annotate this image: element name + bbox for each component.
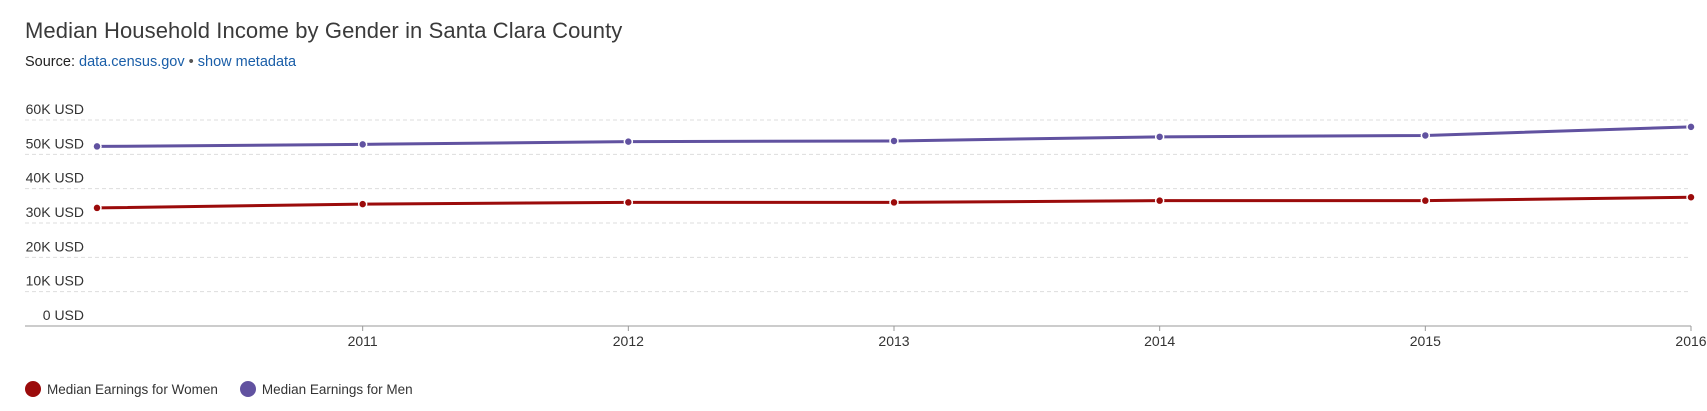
data-point-men [1154,132,1165,142]
legend-swatch-men [239,381,256,397]
data-point-women [1154,195,1165,206]
legend-label-men: Median Earnings for Men [261,381,413,397]
data-point-men [623,136,634,147]
source-label: Source: [25,54,75,70]
y-tick-label: 10K USD [26,273,84,289]
y-tick-label: 0 USD [43,307,84,323]
chart-title: Median Household Income by Gender in San… [25,18,623,43]
data-point-women [889,197,899,208]
y-tick-label: 30K USD [26,204,84,220]
data-point-men [1420,130,1431,141]
x-tick-label: 2013 [878,333,909,349]
data-point-women [1686,192,1696,202]
source-separator: • [188,54,194,70]
source-link[interactable]: data.census.gov [79,54,185,70]
x-tick-label: 2016 [1675,333,1706,349]
data-point-women [1420,195,1431,206]
chart-legend: Median Earnings for Women Median Earning… [25,381,435,397]
data-point-men [92,141,102,152]
data-point-women [92,203,102,213]
x-tick-label: 2012 [613,333,644,349]
x-tick-label: 2011 [348,333,378,349]
legend-item-women[interactable]: Median Earnings for Women [25,381,218,397]
y-tick-label: 60K USD [26,101,84,117]
data-point-women [623,197,634,208]
x-tick-label: 2014 [1144,333,1175,349]
y-tick-label: 40K USD [26,170,84,186]
legend-label-women: Median Earnings for Women [47,381,218,397]
y-tick-label: 50K USD [26,135,84,151]
data-point-women [357,199,368,209]
legend-swatch-women [25,381,41,397]
data-point-men [889,136,899,146]
y-tick-label: 20K USD [26,238,84,254]
x-tick-label: 2015 [1410,333,1441,349]
data-point-men [1686,122,1696,132]
line-chart: 60K USD 50K USD 40K USD 30K USD 20K USD 10K U… [25,101,1707,349]
data-point-men [357,139,368,150]
source-line: Source: data.census.gov • show metadata [25,54,296,70]
show-metadata-link[interactable]: show metadata [197,54,297,70]
legend-item-men[interactable]: Median Earnings for Men [239,381,413,397]
